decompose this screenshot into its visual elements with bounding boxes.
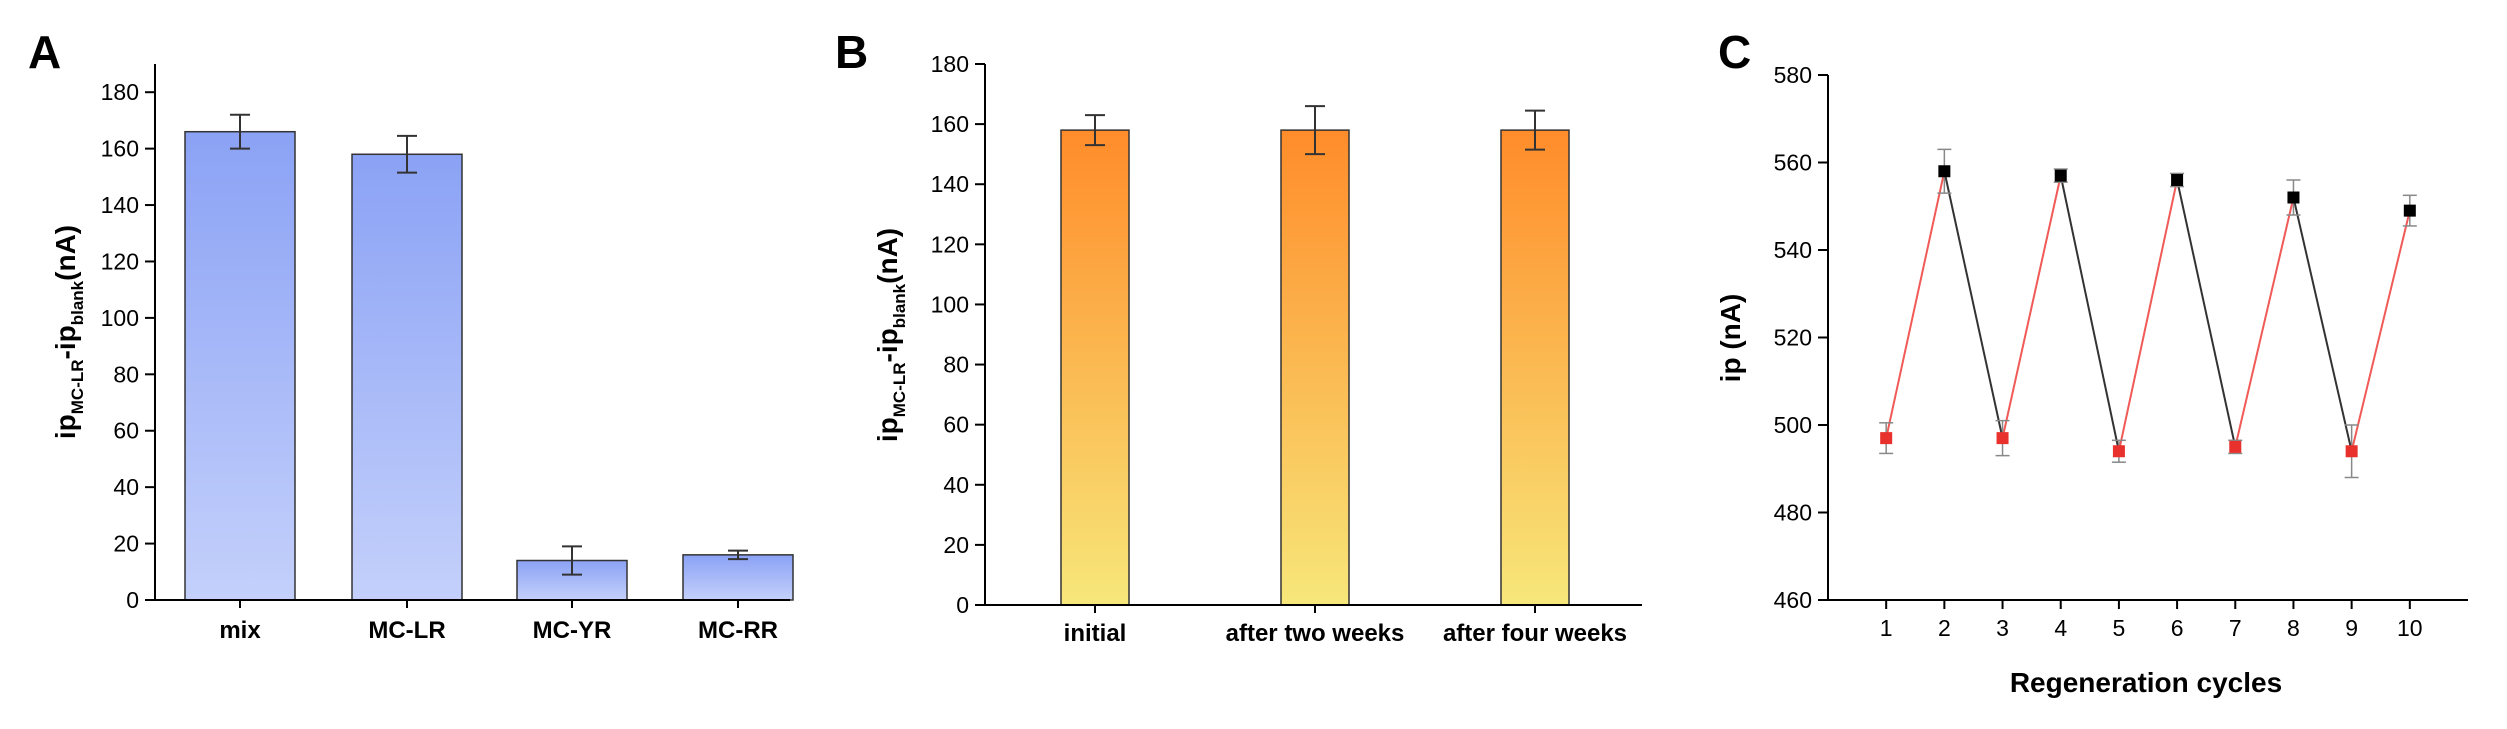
data-point-marker [2345,445,2358,458]
b-y-tick-label: 20 [943,532,969,558]
data-point-marker [2112,445,2125,458]
c-x-tick-label: 7 [2229,615,2242,641]
c-y-tick-label: 580 [1774,62,1812,88]
c-x-tick-label: 3 [1996,615,2009,641]
category-label: after four weeks [1443,620,1627,647]
panel-c-x-axis-title: Regeneration cycles [2010,667,2282,698]
a-y-tick-label: 100 [101,305,139,331]
panel-a-chart: A 0 20 40 60 80 100 120 140 160 180 mix MC-LR MC-YR… [28,26,794,644]
panel-c-y-axis-title: ip (nA) [1715,294,1746,383]
b-y-tick-label: 120 [931,231,969,257]
rise-line-segment [2234,197,2295,448]
a-y-tick-label: 160 [101,136,139,162]
panel-a-y-axis-title: ipMC-LR-ipblank(nA) [50,225,87,439]
b-y-tick-label: 60 [943,412,969,438]
c-x-tick-label: 4 [2054,615,2067,641]
c-x-tick-label: 5 [2113,615,2126,641]
a-y-tick-label: 40 [113,474,139,500]
category-label: initial [1064,620,1127,647]
category-label: mix [219,617,261,644]
bar [184,130,296,601]
panel-b-letter: B [835,26,868,78]
a-y-tick-label: 140 [101,192,139,218]
category-label: MC-RR [698,617,778,644]
a-y-tick-label: 80 [113,361,139,387]
b-y-tick-label: 80 [943,352,969,378]
data-point-marker [1996,432,2009,445]
c-x-tick-label: 10 [2397,615,2423,641]
a-y-tick-label: 20 [113,531,139,557]
rise-line-segment [2001,175,2062,439]
c-y-tick-label: 460 [1774,587,1812,613]
rise-line-segment [2350,210,2411,452]
panel-b-y-axis-title: ipMC-LR-ipblank(nA) [872,228,909,442]
b-y-tick-label: 0 [956,592,969,618]
data-point-marker [2403,204,2416,217]
fall-line-segment [2059,175,2120,452]
a-y-tick-label: 0 [126,587,139,613]
rise-line-segment [1885,171,1946,439]
c-y-tick-label: 480 [1774,500,1812,526]
b-y-tick-label: 160 [931,111,969,137]
c-x-tick-label: 2 [1938,615,1951,641]
panel-b-chart: B 0 20 40 60 80 100 120 140 160 180 initial after … [835,26,1642,647]
data-point-marker [2287,191,2300,204]
c-y-tick-label: 520 [1774,325,1812,351]
bar [1280,129,1350,606]
bar [1500,129,1570,606]
b-y-tick-label: 180 [931,51,969,77]
category-label: MC-YR [533,617,612,644]
a-y-tick-label: 60 [113,418,139,444]
bar [351,153,463,601]
c-x-tick-label: 1 [1880,615,1893,641]
a-y-tick-label: 120 [101,248,139,274]
data-point-marker [2171,174,2184,186]
c-y-tick-label: 500 [1774,412,1812,438]
data-point-marker [1880,432,1893,445]
data-point-marker [1938,165,1951,178]
fall-line-segment [1943,171,2004,439]
data-point-marker [2054,169,2067,182]
rise-line-segment [2117,179,2179,452]
b-y-tick-label: 100 [931,291,969,317]
b-y-tick-label: 140 [931,171,969,197]
panel-c-chart: C 460 480 500 520 540 560 580 1 2 3 4 5 6 7 8 9 10 ip (… [1715,26,2468,698]
bar [682,554,794,601]
data-point-marker [2229,440,2242,453]
category-label: MC-LR [368,617,445,644]
c-x-tick-label: 8 [2287,615,2300,641]
c-x-tick-label: 6 [2171,615,2184,641]
a-y-tick-label: 180 [101,79,139,105]
fall-line-segment [2176,179,2237,448]
b-y-tick-label: 40 [943,472,969,498]
panel-a-letter: A [28,26,61,78]
c-y-tick-label: 540 [1774,237,1812,263]
panel-c-letter: C [1718,26,1751,78]
c-x-tick-label: 9 [2345,615,2358,641]
category-label: after two weeks [1226,620,1405,647]
c-y-tick-label: 560 [1774,150,1812,176]
bar [1060,129,1130,606]
fall-line-segment [2292,197,2353,452]
